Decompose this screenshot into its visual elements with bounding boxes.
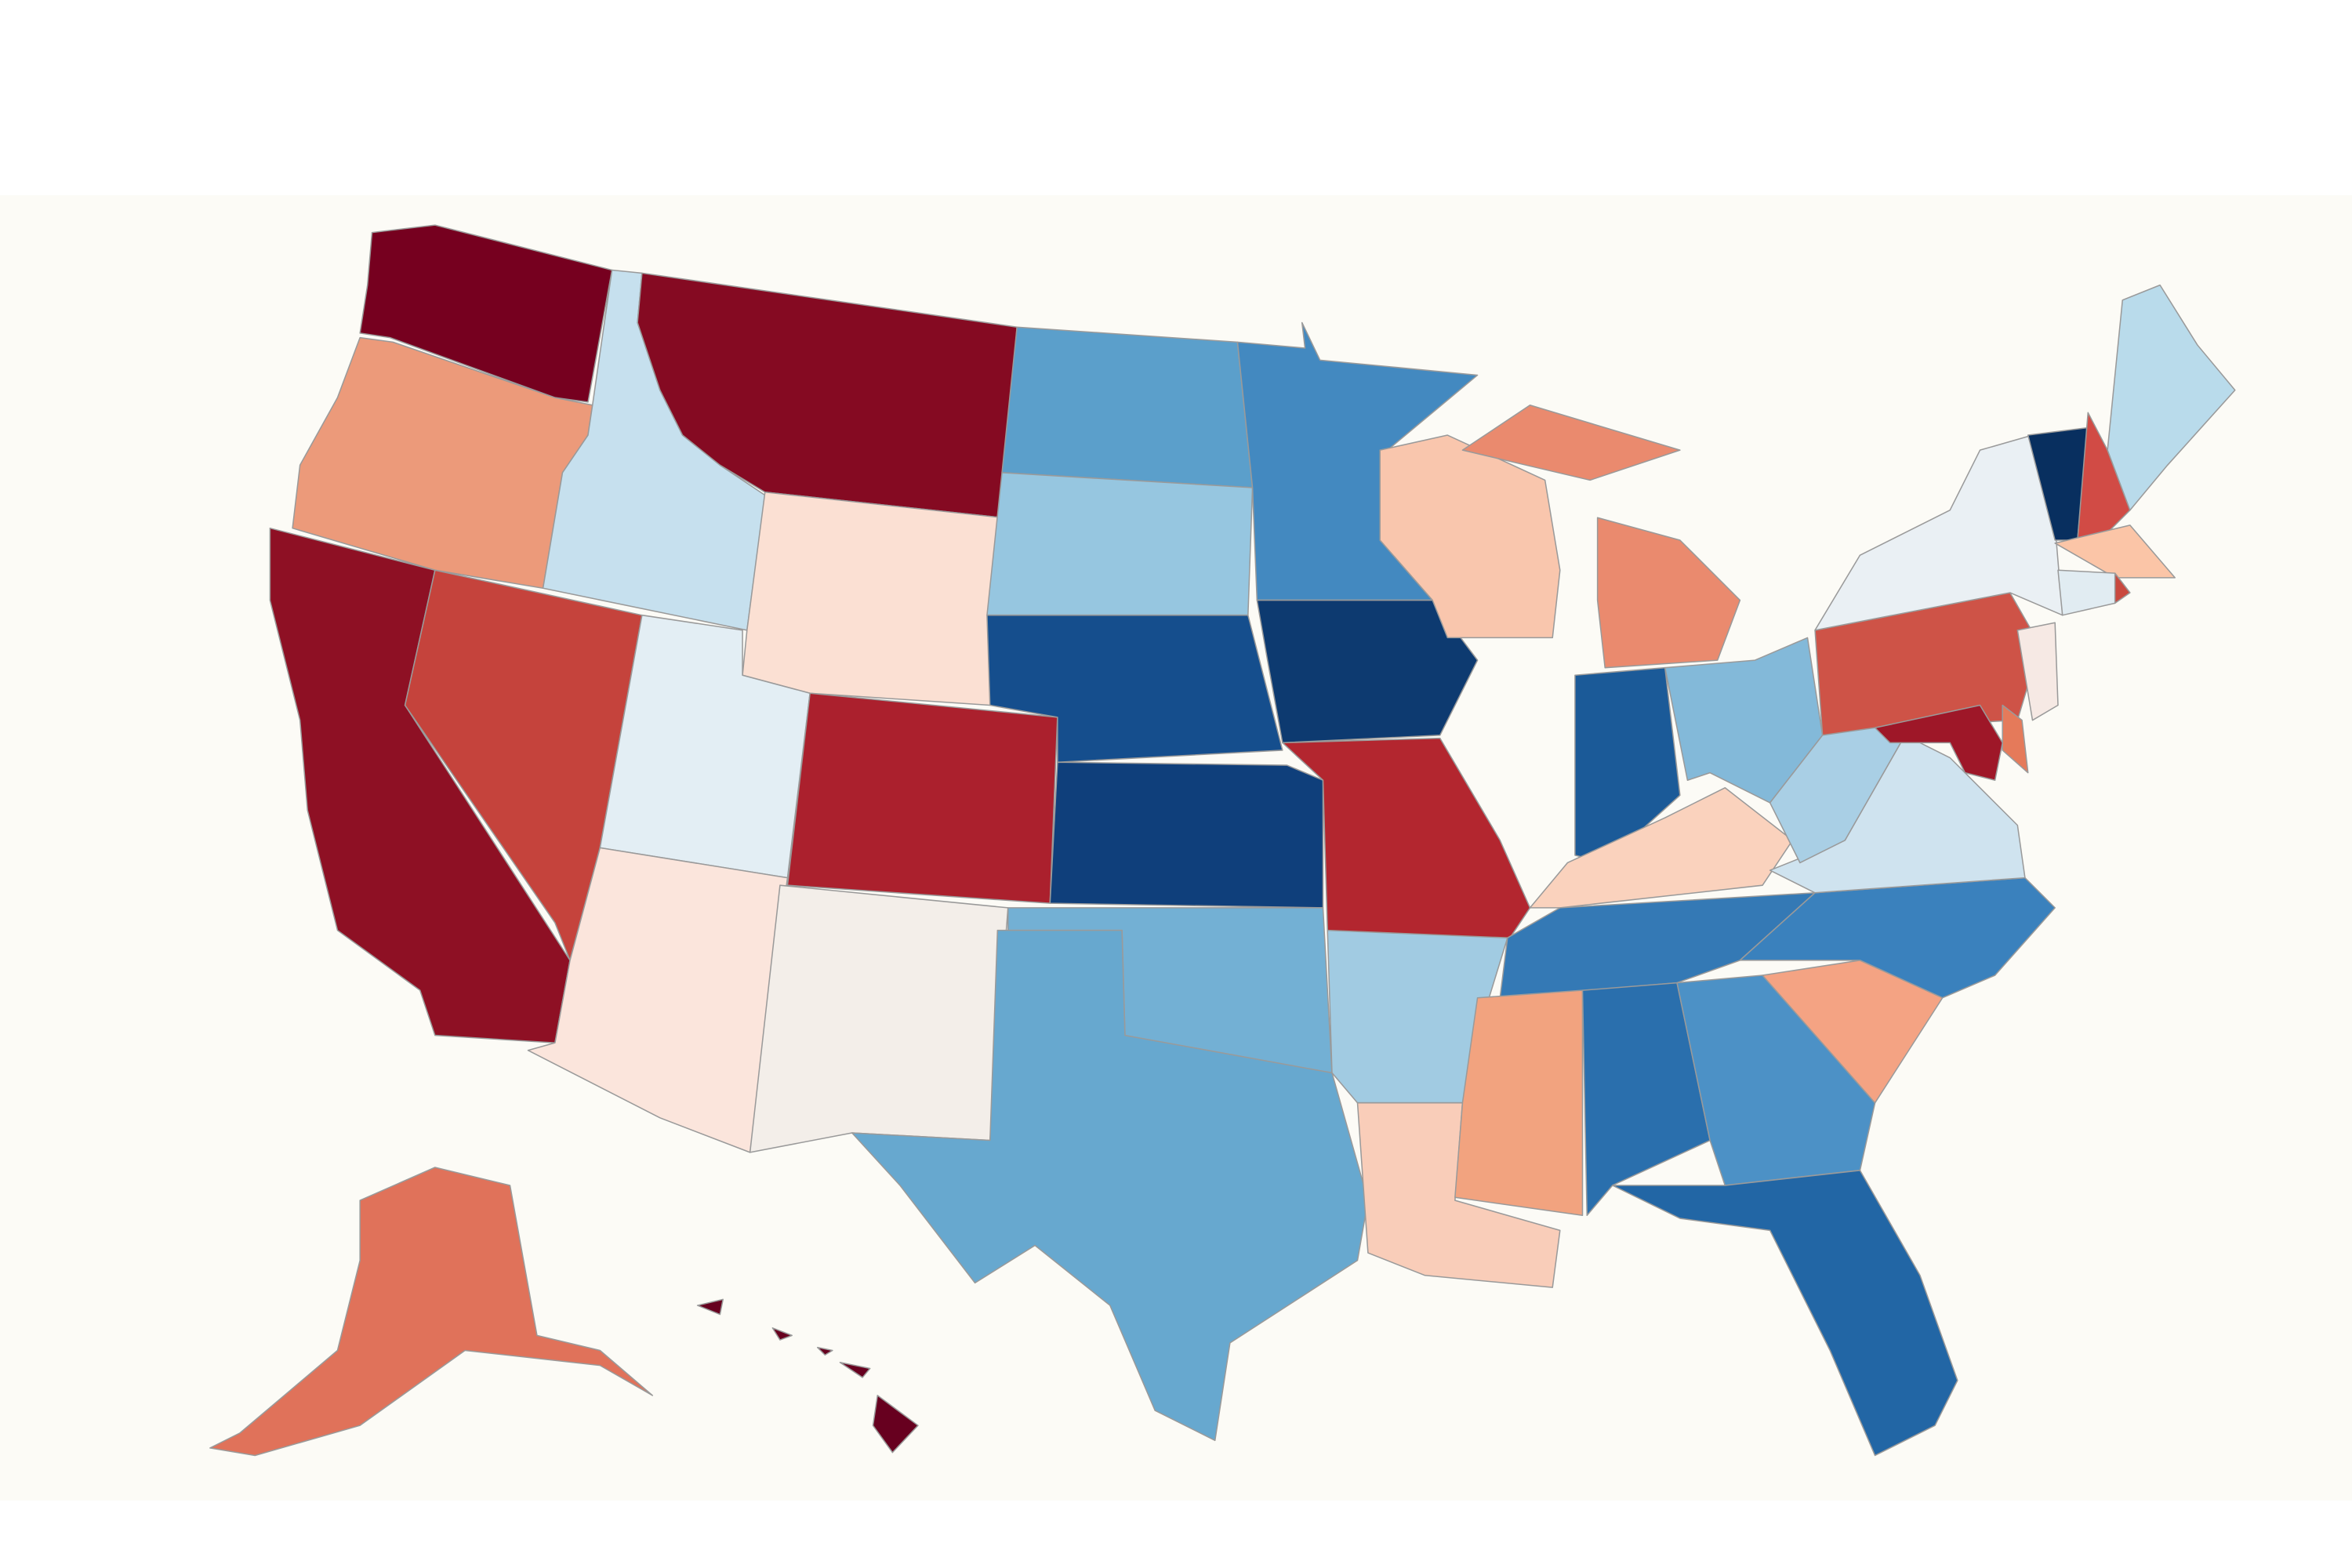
state	[742, 491, 1003, 706]
state	[1001, 326, 1254, 488]
state	[2016, 622, 2059, 721]
state	[872, 1395, 919, 1454]
state	[771, 1327, 793, 1341]
state	[1049, 761, 1324, 909]
state	[2054, 524, 2176, 579]
state	[1282, 737, 1531, 954]
state	[2077, 412, 2131, 541]
state	[839, 1362, 871, 1378]
state	[786, 692, 1058, 904]
state	[696, 1298, 724, 1316]
state	[1874, 704, 2003, 781]
state	[2114, 572, 2131, 604]
states	[209, 224, 2236, 1457]
state	[816, 1346, 833, 1356]
state	[1611, 1170, 1958, 1457]
state	[2107, 284, 2236, 511]
state	[1596, 517, 1741, 669]
state	[2002, 704, 2029, 774]
state	[1581, 982, 1711, 1217]
state	[1461, 404, 1681, 481]
state	[749, 884, 1009, 1153]
state	[1529, 787, 1794, 909]
state	[986, 472, 1254, 616]
state	[209, 1167, 654, 1457]
state	[1454, 989, 1584, 1217]
state	[851, 929, 1369, 1442]
